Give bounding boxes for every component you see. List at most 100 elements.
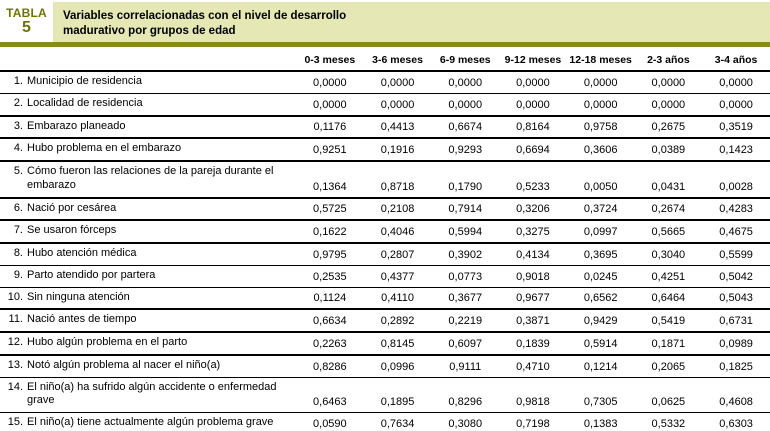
table-row: 14. El niño(a) ha sufrido algún accidente… — [0, 377, 770, 413]
value-cell: 0,5665 — [634, 220, 703, 244]
value-cell: 0,2675 — [634, 115, 703, 140]
value-cell: 0,8286 — [296, 354, 364, 378]
value-cell: 0,4710 — [499, 354, 567, 378]
value-cell: 0,3206 — [499, 197, 567, 222]
value-cell: 0,1839 — [499, 332, 567, 356]
value-cell: 0,0028 — [702, 161, 770, 199]
value-cell: 0,6731 — [702, 309, 770, 333]
value-cell: 0,7305 — [566, 377, 635, 413]
row-label-cell: 4. Hubo problema en el embarazo — [0, 138, 296, 162]
value-cell: 0,0000 — [431, 93, 500, 117]
row-number: 9. — [13, 268, 23, 281]
column-header: 3-4 años — [702, 48, 770, 72]
row-label-cell: 9. Parto atendido por partera — [0, 265, 296, 288]
table-row: 6. Nació por cesárea 0,5725 0,2108 0,7914 0,3… — [0, 197, 770, 222]
value-cell: 0,0050 — [566, 161, 635, 199]
row-label: 14. El niño(a) ha sufrido algún accidente… — [0, 381, 296, 409]
value-cell: 0,1622 — [296, 220, 364, 244]
row-label: 11. Nació antes de tiempo — [0, 313, 296, 327]
value-cell: 0,0996 — [363, 354, 432, 378]
column-header: 6-9 meses — [431, 48, 500, 72]
value-cell: 0,0431 — [634, 161, 703, 199]
row-label-text: Parto atendido por partera — [27, 268, 156, 281]
value-cell: 0,3080 — [448, 417, 483, 430]
value-cell: 0,1871 — [634, 332, 703, 356]
value-cell: 0,0625 — [634, 377, 703, 413]
row-label: 4. Hubo problema en el embarazo — [0, 142, 296, 156]
table-row: 3. Embarazo planeado 0,1176 0,4413 0,6674 0,8… — [0, 115, 770, 140]
row-label-cell: 15. El niño(a) tiene actualmente algún pr… — [0, 413, 296, 431]
value-cell: 0,0000 — [363, 71, 432, 94]
value-cell: 0,0000 — [296, 71, 364, 94]
table-head: 0-3 meses 3-6 meses 6-9 meses 9-12 meses 12-… — [0, 48, 770, 72]
column-header-row: 0-3 meses 3-6 meses 6-9 meses 9-12 meses 12-… — [0, 48, 770, 72]
value-cell: 0,0389 — [634, 138, 703, 162]
value-cell: 0,1916 — [363, 138, 432, 162]
value-cell: 0,6694 — [499, 138, 567, 162]
value-cell: 0,0000 — [634, 71, 703, 94]
row-label-cell: 11. Nació antes de tiempo — [0, 309, 296, 333]
value-cell: 0,0000 — [634, 93, 703, 117]
value-cell: 0,1124 — [296, 287, 364, 311]
value-cell: 0,0773 — [431, 265, 500, 288]
value-cell: 0,0000 — [431, 71, 500, 94]
row-label: 1. Municipio de residencia — [0, 75, 296, 89]
value-cell: 0,8296 — [431, 377, 500, 413]
row-label-text: Embarazo planeado — [27, 119, 126, 132]
column-header: 3-6 meses — [363, 48, 432, 72]
value-cell: 0,5419 — [634, 309, 703, 333]
table-row: 9. Parto atendido por partera 0,2535 0,4377… — [0, 265, 770, 288]
table-label-number: 5 — [22, 18, 31, 36]
table-row: 15. El niño(a) tiene actualmente algún pr… — [0, 413, 770, 431]
row-label: 2. Localidad de residencia — [0, 97, 296, 111]
value-cell: 0,5233 — [499, 161, 567, 199]
table-body: 1. Municipio de residencia 0,0000 0,0000 0,0… — [0, 71, 770, 431]
value-cell: 0,4251 — [634, 265, 703, 288]
value-cell: 0,2674 — [634, 197, 703, 222]
row-label-text: Notó algún problema al nacer el niño(a) — [27, 358, 221, 371]
row-label-text: El niño(a) ha sufrido algún accidente o … — [27, 380, 277, 407]
row-number: 2. — [13, 96, 23, 109]
column-header: 0-3 meses — [296, 48, 364, 72]
value-cell: 0,2263 — [296, 332, 364, 356]
data-table: 0-3 meses 3-6 meses 6-9 meses 9-12 meses 12-… — [0, 48, 770, 431]
value-cell: 0,1214 — [566, 354, 635, 378]
value-cell: 0,3902 — [431, 243, 500, 266]
row-label-text: Nació por cesárea — [27, 201, 117, 214]
row-label-text: Cómo fueron las relaciones de la pareja … — [27, 165, 274, 191]
value-cell: 0,0000 — [566, 93, 635, 117]
row-label-header — [0, 48, 296, 72]
row-label-cell: 8. Hubo atención médica — [0, 243, 296, 266]
row-label-text: Se usaron fórceps — [27, 224, 117, 237]
row-number: 12. — [7, 336, 23, 348]
row-number: 3. — [13, 119, 23, 132]
row-number: 6. — [13, 201, 23, 214]
value-cell: 0,5599 — [702, 243, 770, 266]
row-label-cell: 3. Embarazo planeado — [0, 115, 296, 140]
value-cell: 0,4134 — [499, 243, 567, 266]
value-cell: 0,9795 — [296, 243, 364, 266]
value-cell: 0,5914 — [566, 332, 635, 356]
accent-rule — [0, 42, 770, 47]
value-cell: 0,6097 — [431, 332, 500, 356]
table-label-word: TABLA — [6, 6, 47, 21]
value-cell: 0,1176 — [296, 115, 364, 140]
row-number: 4. — [13, 142, 23, 155]
row-label-cell: 14. El niño(a) ha sufrido algún accidente… — [0, 377, 296, 413]
table-row: 7. Se usaron fórceps 0,1622 0,4046 0,5994 0,3… — [0, 220, 770, 244]
value-cell: 0,0000 — [363, 93, 432, 117]
value-cell: 0,4608 — [702, 377, 770, 413]
value-cell: 0,5332 — [651, 417, 686, 430]
value-cell: 0,3677 — [431, 287, 500, 311]
row-label: 6. Nació por cesárea — [0, 202, 296, 216]
value-cell: 0,0000 — [499, 71, 567, 94]
value-cell: 0,1895 — [363, 377, 432, 413]
value-cell: 0,2065 — [634, 354, 703, 378]
row-label: 8. Hubo atención médica — [0, 247, 296, 261]
value-cell: 0,1790 — [431, 161, 500, 199]
value-cell: 0,7914 — [431, 197, 500, 222]
row-number: 7. — [13, 224, 23, 237]
value-cell: 0,6464 — [634, 287, 703, 311]
value-cell: 0,5725 — [296, 197, 364, 222]
